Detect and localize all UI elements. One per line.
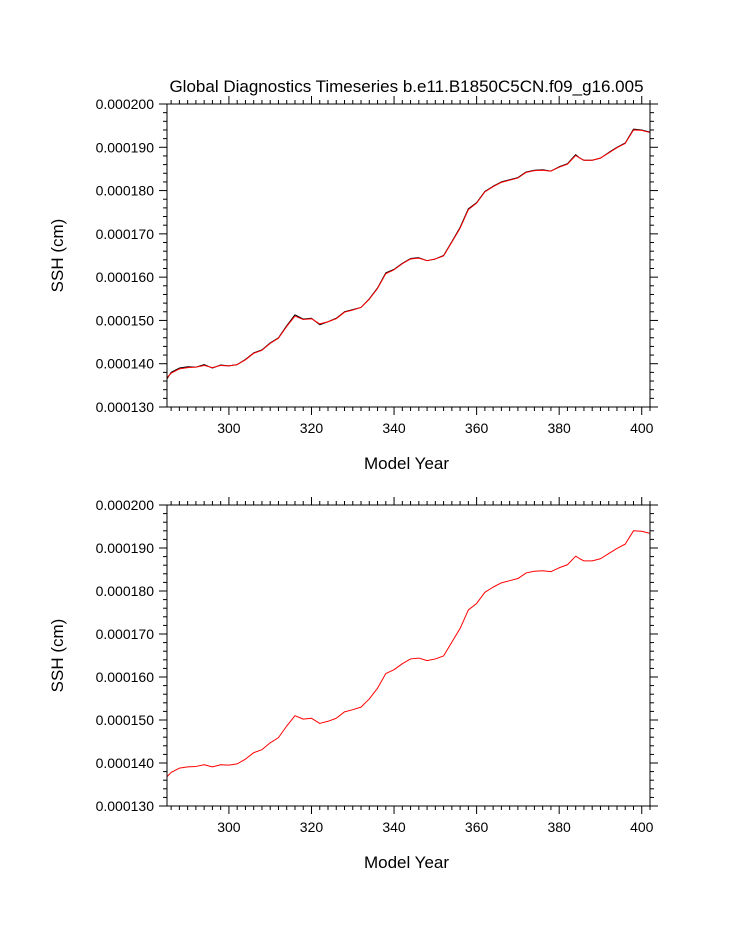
- series-line-monthly: [166, 128, 651, 380]
- y-tick-label: 0.000190: [96, 540, 155, 556]
- y-tick-label: 0.000160: [96, 669, 155, 685]
- x-tick-label: 320: [300, 819, 324, 835]
- x-tick-label: 300: [217, 819, 241, 835]
- x-tick-label: 360: [465, 420, 489, 436]
- y-tick-label: 0.000170: [96, 226, 155, 242]
- y-tick-label: 0.000150: [96, 312, 155, 328]
- y-tick-label: 0.000180: [96, 183, 155, 199]
- x-tick-label: 300: [217, 420, 241, 436]
- series-line-annual-smoothed: [166, 530, 651, 778]
- y-tick-label: 0.000160: [96, 269, 155, 285]
- chart-1: 300 320 340 360 380 400 0.000130 0.000140 0.0001…: [48, 77, 658, 473]
- y-tick-label: 0.000180: [96, 583, 155, 599]
- y-tick-label: 0.000170: [96, 626, 155, 642]
- x-axis-label: Model Year: [364, 454, 449, 473]
- y-tick-label: 0.000200: [96, 497, 155, 513]
- y-tick-label: 0.000130: [96, 399, 155, 415]
- x-tick-label: 380: [547, 819, 571, 835]
- y-tick-label: 0.000150: [96, 712, 155, 728]
- y-tick-label: 0.000190: [96, 139, 155, 155]
- chart-2: 300 320 340 360 380 400 0.000130 0.000140 0.0001…: [48, 497, 658, 872]
- y-tick-label: 0.000130: [96, 798, 155, 814]
- plot-frame: [166, 103, 651, 408]
- chart-title: Global Diagnostics Timeseries b.e11.B185…: [169, 77, 643, 96]
- y-tick-label: 0.000200: [96, 96, 155, 112]
- y-tick-label: 0.000140: [96, 755, 155, 771]
- x-tick-label: 400: [630, 819, 654, 835]
- x-tick-label: 320: [300, 420, 324, 436]
- x-tick-label: 380: [547, 420, 571, 436]
- y-axis-label: SSH (cm): [48, 619, 67, 693]
- series-line-annual-smoothed: [166, 129, 651, 378]
- y-tick-label: 0.000140: [96, 356, 155, 372]
- x-tick-label: 360: [465, 819, 489, 835]
- plot-frame: [166, 504, 651, 807]
- x-axis-label: Model Year: [364, 853, 449, 872]
- x-tick-label: 340: [382, 819, 406, 835]
- y-axis-label: SSH (cm): [48, 219, 67, 293]
- x-tick-label: 340: [382, 420, 406, 436]
- x-tick-label: 400: [630, 420, 654, 436]
